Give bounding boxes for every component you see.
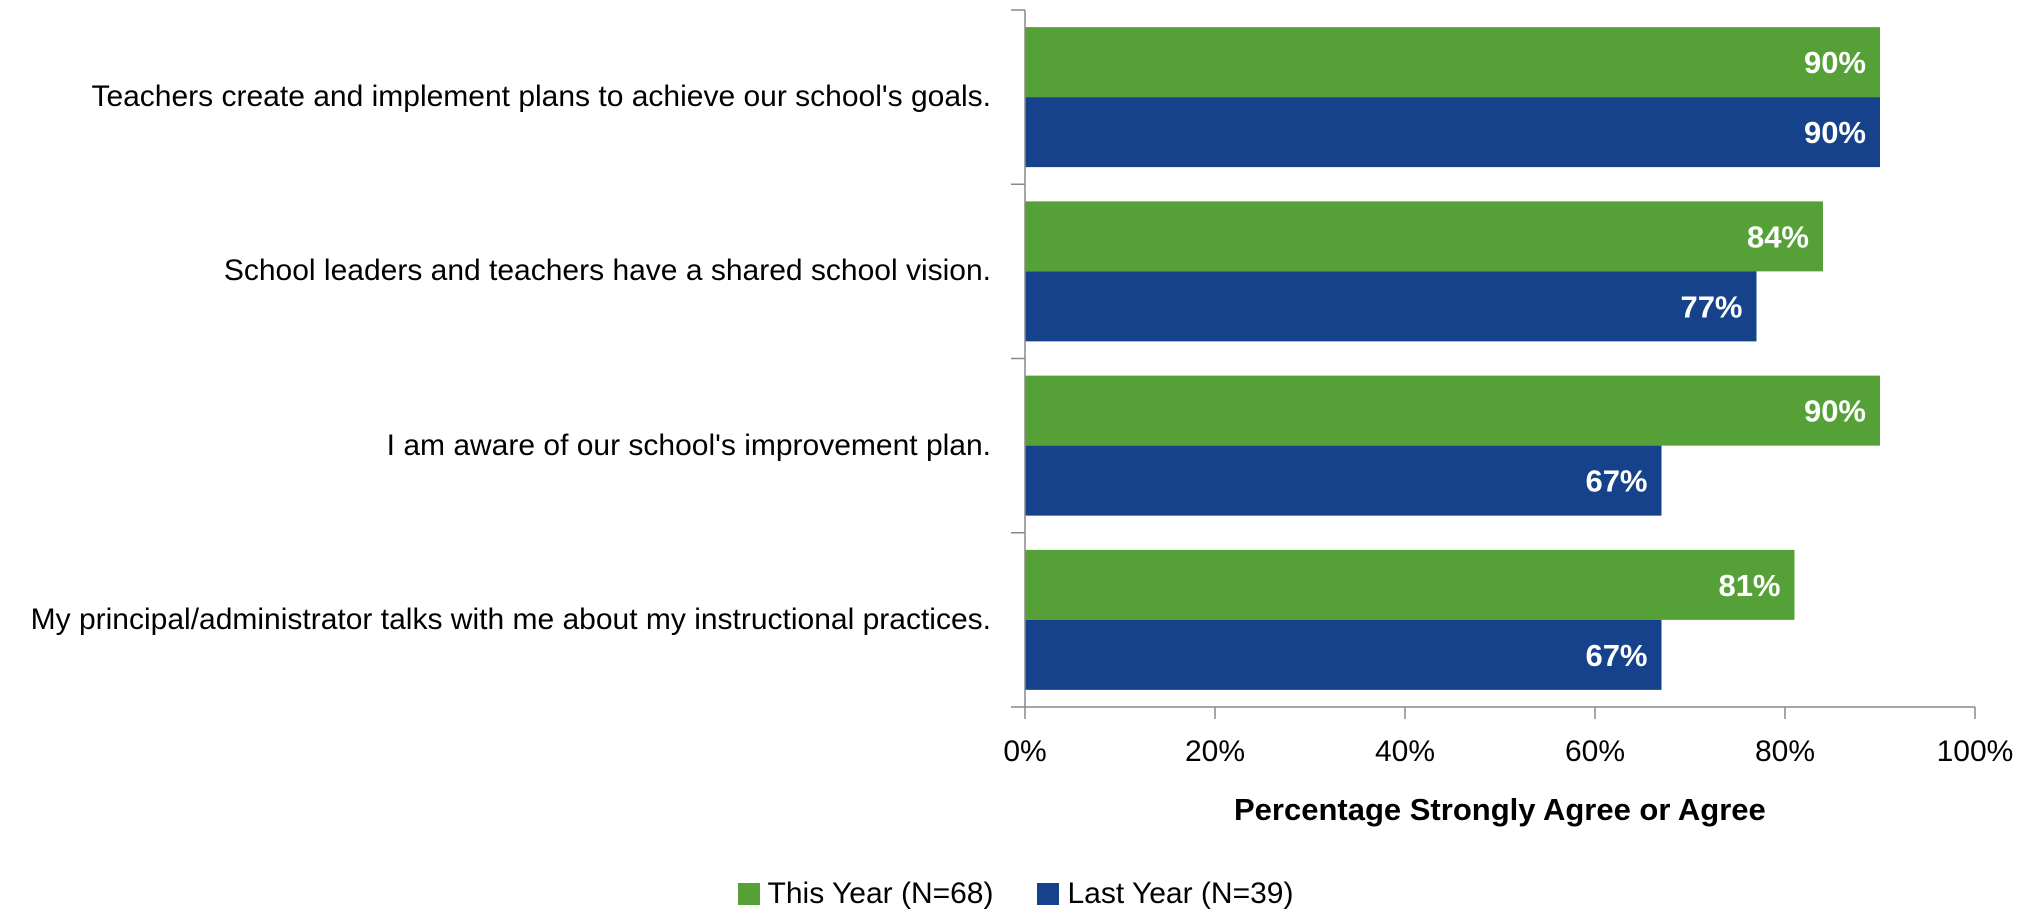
bar-this-year-1	[1025, 27, 1880, 98]
x-axis-title: Percentage Strongly Agree or Agree	[1234, 792, 1766, 827]
data-label-this-year-3: 90%	[1804, 394, 1866, 429]
bar-this-year-2	[1025, 201, 1823, 272]
legend: This Year (N=68) Last Year (N=39)	[0, 877, 2031, 911]
bar-last-year-4	[1025, 619, 1662, 690]
x-tick-label: 80%	[1755, 735, 1815, 768]
data-label-this-year-4: 81%	[1718, 568, 1780, 603]
category-label-2: School leaders and teachers have a share…	[223, 254, 991, 288]
legend-swatch-last-year	[1037, 883, 1060, 905]
x-tick-label: 20%	[1185, 735, 1245, 768]
category-label-3: I am aware of our school's improvement p…	[386, 428, 991, 462]
data-label-last-year-4: 67%	[1585, 638, 1647, 673]
data-label-last-year-3: 67%	[1585, 464, 1647, 499]
data-label-last-year-2: 77%	[1680, 289, 1742, 324]
x-tick-label: 60%	[1565, 735, 1625, 768]
bar-this-year-3	[1025, 375, 1880, 446]
category-label-1: Teachers create and implement plans to a…	[91, 80, 991, 114]
legend-label-this-year: This Year (N=68)	[767, 877, 994, 910]
data-label-last-year-1: 90%	[1804, 115, 1866, 150]
x-tick-label: 40%	[1375, 735, 1435, 768]
legend-item-this-year: This Year (N=68)	[737, 877, 994, 911]
legend-label-last-year: Last Year (N=39)	[1067, 877, 1294, 910]
x-tick-label: 0%	[1003, 735, 1046, 768]
bar-last-year-3	[1025, 445, 1662, 516]
data-label-this-year-2: 84%	[1747, 219, 1809, 254]
x-tick-label: 100%	[1937, 735, 2014, 768]
bar-last-year-1	[1025, 97, 1880, 168]
category-label-4: My principal/administrator talks with me…	[30, 602, 991, 636]
data-label-this-year-1: 90%	[1804, 45, 1866, 80]
legend-swatch-this-year	[737, 883, 760, 905]
bar-this-year-4	[1025, 549, 1795, 620]
bar-last-year-2	[1025, 271, 1757, 342]
legend-item-last-year: Last Year (N=39)	[1037, 877, 1293, 911]
